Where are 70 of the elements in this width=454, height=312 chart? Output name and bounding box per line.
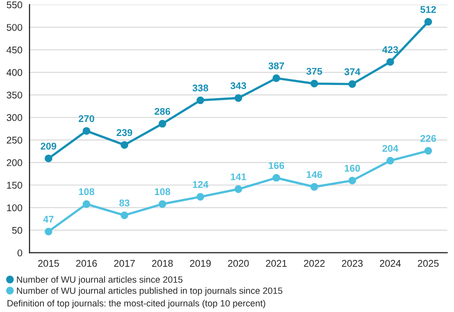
point [120,141,128,149]
point [234,94,242,102]
x-tick-label: 2016 [76,260,97,267]
point [120,211,128,220]
point [44,228,52,236]
data-label: 209 [40,142,56,150]
data-label: 226 [420,135,436,142]
legend-label: Number of WU journal articles since 2015 [16,276,182,285]
data-label: 512 [420,6,436,13]
point [386,156,394,165]
y-tick-label: 500 [6,24,22,31]
data-label: 338 [192,84,208,92]
y-tick-label: 550 [6,1,22,8]
data-label: 387 [268,62,284,70]
y-tick-label: 0 [18,249,22,256]
data-label: 47 [43,216,54,223]
x-tick-label: 2020 [228,260,249,267]
point [348,176,356,184]
y-tick-label: 400 [6,69,22,76]
data-label: 239 [116,129,132,136]
x-tick-label: 2025 [418,260,439,267]
data-label: 83 [119,200,130,206]
point [348,80,356,88]
x-tick-label: 2024 [380,260,401,267]
data-label: 108 [154,188,170,196]
data-label: 141 [230,173,246,180]
point [386,58,394,66]
point [82,200,90,208]
data-label: 286 [154,108,170,115]
legend-label: Number of WU journal articles published in top journals since 2015 [16,287,282,296]
point [82,127,90,135]
x-tick-label: 2015 [38,260,59,267]
point [44,154,52,162]
data-label: 146 [306,171,322,178]
point [196,96,204,104]
data-label: 124 [192,181,208,188]
point [196,192,204,201]
data-label: 160 [344,164,360,172]
point [424,146,432,155]
data-label: 343 [230,82,246,90]
y-tick-label: 350 [6,92,22,98]
point [158,200,166,208]
data-label: 108 [78,188,94,196]
point [310,80,318,88]
point [310,183,318,191]
x-tick-label: 2022 [304,260,325,267]
y-tick-label: 250 [6,136,22,144]
y-tick-label: 50 [12,226,22,234]
text: Definition of top journals: the most-cited journals (top 10 percent) [8,300,266,308]
x-tick-label: 2023 [342,260,363,267]
data-label: 423 [382,46,398,54]
y-tick-label: 150 [7,182,22,189]
data-label: 375 [306,68,322,75]
data-label: 374 [344,68,360,76]
y-tick-label: 450 [6,46,22,54]
x-tick-label: 2017 [114,260,135,267]
point [234,185,242,193]
y-tick-label: 100 [7,204,22,212]
x-tick-label: 2021 [266,260,287,267]
data-label: 270 [78,115,94,122]
x-tick-label: 2018 [152,260,173,267]
point [272,174,280,182]
point [272,74,280,82]
point [158,120,166,128]
data-label: 204 [382,144,398,152]
data-label: 166 [268,162,284,169]
point [424,18,432,26]
y-tick-label: 300 [6,114,22,122]
x-tick-label: 2019 [190,260,211,267]
y-tick-label: 200 [6,159,22,166]
